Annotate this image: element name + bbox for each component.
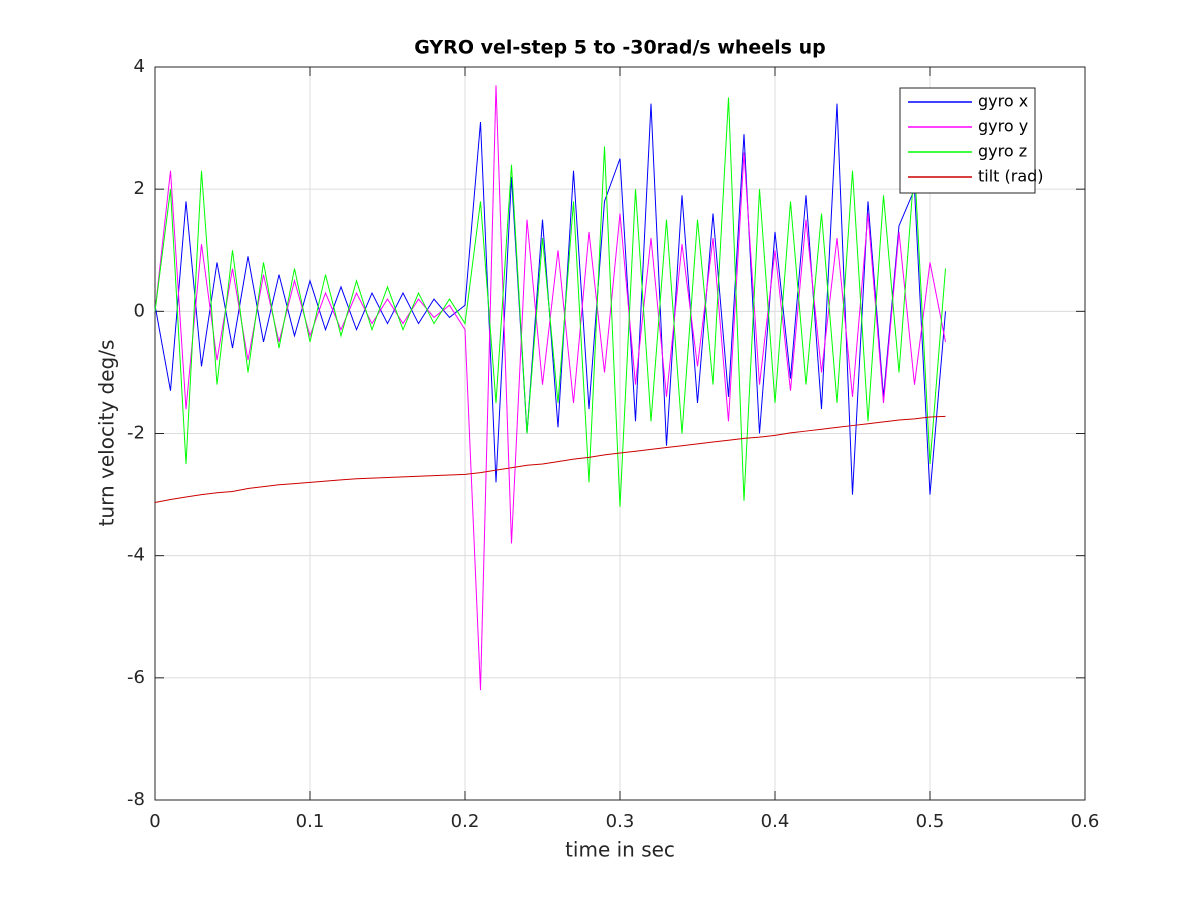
- x-tick-label: 0.5: [916, 811, 945, 832]
- legend-box: [899, 87, 1036, 194]
- legend-label: gyro y: [978, 117, 1028, 136]
- x-axis-label: time in sec: [565, 838, 675, 862]
- x-tick-label: 0.4: [761, 811, 790, 832]
- y-tick-label: -4: [127, 545, 145, 566]
- x-tick-label: 0.2: [451, 811, 480, 832]
- series-line: [154, 415, 946, 504]
- y-tick-label: 2: [134, 178, 145, 199]
- y-tick-label: -2: [127, 423, 145, 444]
- legend-label: tilt (rad): [978, 167, 1044, 186]
- y-tick-label: 0: [134, 300, 145, 321]
- x-tick-label: 0: [149, 811, 160, 832]
- legend-label: gyro x: [978, 92, 1028, 111]
- y-tick-label: -6: [127, 667, 145, 688]
- series-line: [154, 97, 946, 507]
- y-tick-label: 4: [134, 56, 145, 77]
- y-axis-label: turn velocity deg/s: [95, 340, 119, 527]
- x-tick-label: 0.3: [606, 811, 635, 832]
- x-tick-label: 0.6: [1071, 811, 1100, 832]
- x-tick-label: 0.1: [296, 811, 325, 832]
- legend-label: gyro z: [978, 142, 1027, 161]
- y-tick-label: -8: [127, 789, 145, 810]
- plot-frame: [154, 66, 1086, 801]
- chart-title: GYRO vel-step 5 to -30rad/s wheels up: [414, 37, 825, 59]
